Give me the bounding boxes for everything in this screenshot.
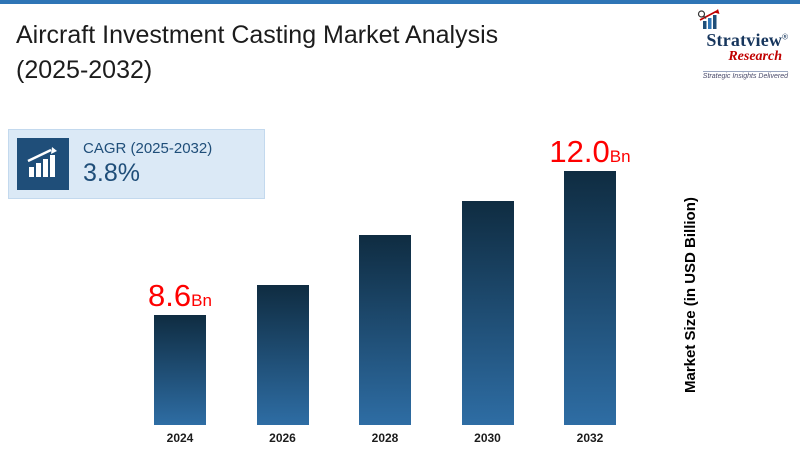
cagr-value: 3.8% <box>83 159 140 187</box>
x-axis-labels: 2024 2026 2028 2030 2032 <box>135 431 635 445</box>
logo-chart-icon <box>658 8 788 30</box>
cagr-callout: CAGR (2025-2032) 3.8% <box>8 129 265 199</box>
bar-column <box>238 285 328 425</box>
cagr-chart-icon <box>17 138 69 190</box>
cagr-text: CAGR (2025-2032) 3.8% <box>83 140 212 188</box>
registered-mark: ® <box>782 32 788 42</box>
x-axis-tick-label: 2026 <box>269 431 296 445</box>
bar-value-label: 12.0Bn <box>549 134 631 169</box>
top-accent-rule <box>0 0 800 4</box>
bar-column: 8.6Bn <box>135 280 225 425</box>
page-title: Aircraft Investment Casting Market Analy… <box>16 21 499 84</box>
x-axis-tick-label: 2030 <box>474 431 501 445</box>
bar <box>359 235 411 425</box>
y-axis-title: Market Size (in USD Billion) <box>682 197 699 393</box>
bar-column <box>443 201 533 425</box>
bar-chart: 8.6Bn 12.0Bn <box>135 125 635 425</box>
bar <box>256 285 309 425</box>
x-axis-tick-label: 2024 <box>166 431 194 445</box>
cagr-label: CAGR (2025-2032) <box>83 140 213 157</box>
bar <box>154 315 206 425</box>
x-axis-tick-label: 2032 <box>576 431 604 445</box>
bar-value-label: 8.6Bn <box>148 278 212 313</box>
bar <box>461 201 514 425</box>
x-axis-tick-label: 2028 <box>371 431 399 445</box>
logo-wordmark-line1: Stratview® <box>658 30 788 51</box>
bar <box>564 171 616 425</box>
bar-column: 12.0Bn <box>545 136 635 425</box>
bar-column <box>340 235 430 425</box>
logo: Stratview® Research Strategic Insights D… <box>658 8 788 83</box>
logo-name: Stratview <box>706 30 783 50</box>
logo-subname: Research <box>728 49 782 64</box>
logo-tagline: Strategic Insights Delivered <box>702 71 788 80</box>
